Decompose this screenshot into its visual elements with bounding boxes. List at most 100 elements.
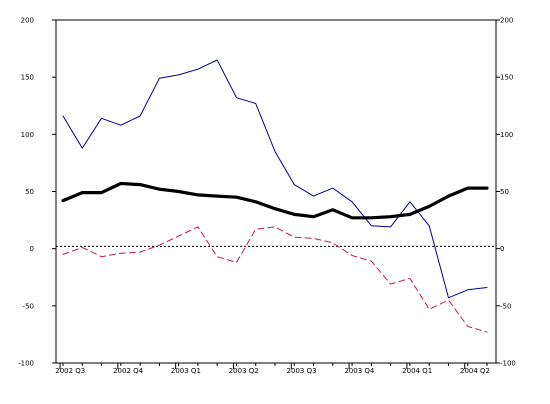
y-tick-label-right: 150 — [500, 74, 513, 82]
data-point — [197, 69, 198, 70]
data-point — [351, 255, 352, 256]
data-point — [101, 256, 102, 257]
data-point — [467, 326, 468, 327]
data-point — [332, 187, 333, 188]
plot-frame — [55, 19, 497, 364]
x-tick-label: 2003 Q3 — [287, 367, 317, 375]
data-point — [62, 254, 63, 255]
data-point — [467, 289, 468, 290]
y-tick-label-right: 200 — [500, 17, 513, 25]
data-point — [217, 59, 218, 60]
axes: 200 150 100 50 0 -50 -100 200 150 100 50 0 -50 -100 20… — [18, 17, 516, 376]
data-point — [159, 245, 160, 246]
data-point — [139, 251, 140, 252]
data-point — [274, 151, 275, 152]
data-point — [159, 189, 160, 190]
data-point — [62, 200, 63, 201]
series-line-2 — [61, 181, 489, 220]
data-point — [255, 229, 256, 230]
y-tick-label-right: -100 — [500, 360, 516, 368]
data-point — [82, 247, 83, 248]
data-point — [101, 118, 102, 119]
data-point — [82, 147, 83, 148]
x-tick-label: 2003 Q2 — [229, 367, 259, 375]
x-tick-label: 2004 Q1 — [402, 367, 432, 375]
data-point — [178, 235, 179, 236]
data-point — [332, 209, 333, 210]
data-point — [217, 256, 218, 257]
data-point — [486, 187, 487, 188]
data-point — [486, 332, 487, 333]
data-point — [101, 192, 102, 193]
data-point — [390, 284, 391, 285]
data-point — [313, 195, 314, 196]
y-tick-label-right: -50 — [500, 302, 511, 310]
data-point — [390, 216, 391, 217]
data-point — [313, 238, 314, 239]
data-point — [82, 192, 83, 193]
data-point — [409, 201, 410, 202]
series-points-1 — [62, 59, 487, 298]
data-point — [448, 195, 449, 196]
data-point — [371, 217, 372, 218]
data-point — [409, 278, 410, 279]
y-tick-label-left: -50 — [23, 302, 34, 310]
data-point — [467, 187, 468, 188]
series-points-3 — [62, 226, 487, 332]
y-tick-label-left: 50 — [25, 188, 34, 196]
x-tick-label: 2004 Q2 — [460, 367, 490, 375]
x-tick-label: 2003 Q1 — [171, 367, 201, 375]
x-tick-label: 2003 Q4 — [344, 367, 375, 375]
data-point — [429, 225, 430, 226]
data-point — [448, 300, 449, 301]
data-point — [120, 253, 121, 254]
series-points-2 — [62, 183, 487, 218]
data-point — [255, 103, 256, 104]
data-point — [332, 242, 333, 243]
series-line-3 — [62, 226, 488, 333]
data-point — [274, 226, 275, 227]
data-point — [197, 226, 198, 227]
data-point — [236, 197, 237, 198]
data-point — [351, 201, 352, 202]
data-point — [159, 78, 160, 79]
data-point — [429, 206, 430, 207]
data-point — [313, 216, 314, 217]
data-point — [294, 214, 295, 215]
data-point — [371, 261, 372, 262]
data-point — [351, 217, 352, 218]
y-tick-label-left: 100 — [21, 131, 34, 139]
data-point — [178, 74, 179, 75]
y-tick-label-right: 100 — [500, 131, 513, 139]
series-lines — [61, 59, 489, 333]
x-tick-label: 2002 Q3 — [55, 367, 85, 375]
data-point — [120, 183, 121, 184]
data-point — [486, 287, 487, 288]
data-point — [139, 184, 140, 185]
series-line-1 — [62, 59, 488, 299]
y-tick-label-right: 0 — [500, 245, 504, 253]
data-point — [197, 194, 198, 195]
data-point — [62, 115, 63, 116]
y-tick-label-left: 200 — [21, 17, 34, 25]
y-tick-label-left: -100 — [18, 360, 34, 368]
data-point — [448, 297, 449, 298]
data-point — [255, 201, 256, 202]
data-point — [294, 184, 295, 185]
data-point — [371, 225, 372, 226]
data-point — [429, 309, 430, 310]
data-point — [178, 191, 179, 192]
data-point — [390, 226, 391, 227]
data-point — [409, 214, 410, 215]
data-point — [294, 237, 295, 238]
data-point — [217, 195, 218, 196]
data-point — [236, 262, 237, 263]
data-point — [236, 97, 237, 98]
y-tick-label-right: 50 — [500, 188, 509, 196]
data-point — [139, 115, 140, 116]
x-tick-label: 2002 Q4 — [113, 367, 144, 375]
y-tick-label-left: 150 — [21, 74, 34, 82]
data-point — [120, 125, 121, 126]
